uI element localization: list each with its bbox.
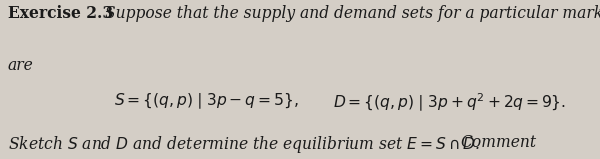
Text: Suppose that the supply and demand sets for a particular market: Suppose that the supply and demand sets … (105, 5, 600, 22)
Text: $D = \{(q,p)\mid 3p + q^2 + 2q = 9\}.$: $D = \{(q,p)\mid 3p + q^2 + 2q = 9\}.$ (333, 91, 566, 114)
Text: Sketch $S$ and $D$ and determine the equilibrium set $E = S \cap D$.: Sketch $S$ and $D$ and determine the equ… (8, 134, 480, 155)
Text: Comment: Comment (461, 134, 537, 151)
Text: Exercise 2.3: Exercise 2.3 (8, 5, 113, 22)
Text: $S = \{(q,p)\mid 3p - q = 5\},$: $S = \{(q,p)\mid 3p - q = 5\},$ (114, 91, 299, 111)
Text: are: are (8, 57, 34, 74)
